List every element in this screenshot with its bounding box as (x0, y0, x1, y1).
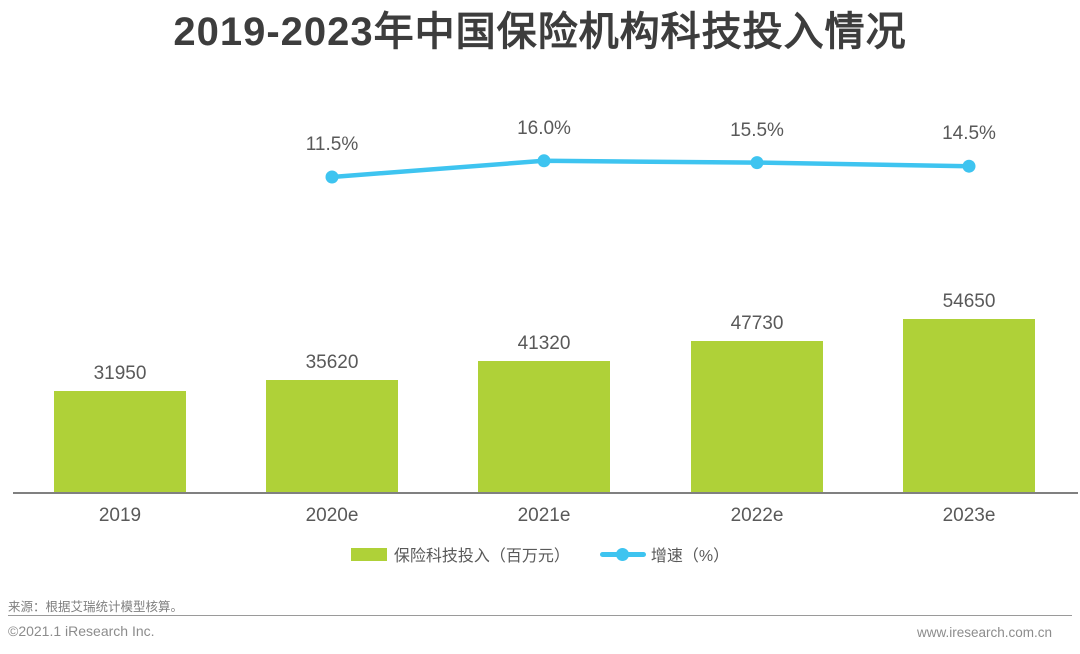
chart-title: 2019-2023年中国保险机构科技投入情况 (173, 10, 907, 54)
legend: 保险科技投入（百万元） 增速（%） (0, 543, 1080, 565)
legend-line-dot-icon (615, 547, 629, 561)
x-axis-label: 2023e (942, 505, 996, 526)
growth-point-dot (325, 170, 339, 184)
bar-2020e (266, 380, 398, 493)
bar-2019 (54, 391, 186, 493)
bar-value-label: 47730 (730, 313, 784, 334)
bar-value-label: 54650 (942, 291, 996, 312)
growth-point-label: 14.5% (942, 123, 996, 145)
legend-bar-label: 保险科技投入（百万元） (393, 548, 570, 565)
footer-divider (8, 615, 1072, 616)
x-axis-label: 2019 (98, 505, 142, 526)
website-text: www.iresearch.com.cn (916, 625, 1052, 640)
growth-point-dot (537, 154, 551, 168)
bar-value-label: 31950 (93, 363, 147, 384)
growth-point-dot (750, 156, 764, 170)
growth-point-label: 16.0% (517, 117, 571, 139)
legend-line-symbol (599, 547, 646, 561)
bar-2023e (903, 319, 1035, 493)
growth-point-dot (962, 159, 976, 173)
bar-2022e (691, 341, 823, 493)
growth-line (329, 158, 972, 180)
legend-line-label: 增速（%） (650, 548, 730, 565)
bar-2021e (478, 361, 610, 493)
copyright-text: ©2021.1 iResearch Inc. (8, 623, 155, 639)
growth-point-label: 15.5% (730, 119, 784, 141)
bar-value-label: 35620 (305, 352, 359, 373)
x-axis-line (13, 492, 1078, 494)
x-axis-label: 2020e (305, 505, 359, 526)
x-axis-label: 2022e (730, 505, 784, 526)
growth-point-label: 11.5% (305, 134, 359, 155)
legend-bar-swatch (350, 547, 387, 561)
source-note: 来源：根据艾瑞统计模型核算。 (8, 600, 184, 614)
bar-value-label: 41320 (517, 333, 571, 354)
x-axis-label: 2021e (517, 505, 571, 526)
